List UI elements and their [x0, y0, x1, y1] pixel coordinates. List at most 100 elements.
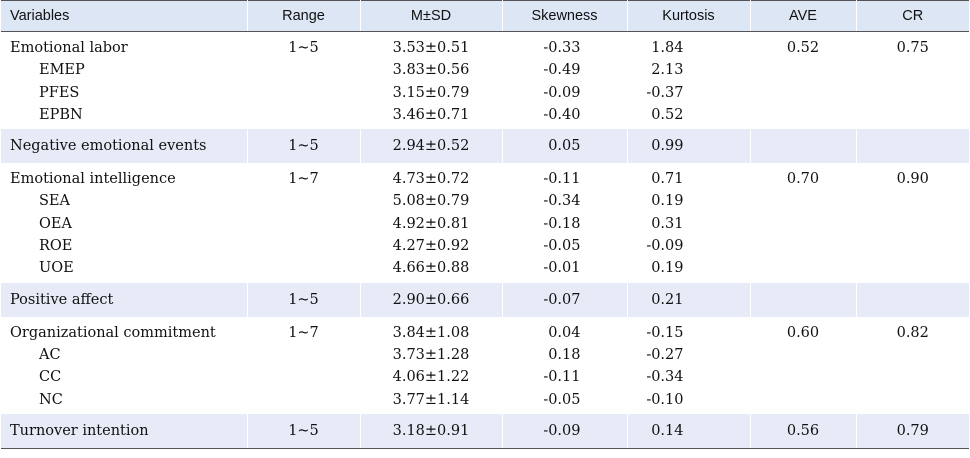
msd-value: 4.27±0.92	[392, 238, 470, 255]
header-skewness: Skewness	[502, 0, 628, 32]
subvariable-label: AC	[39, 346, 61, 363]
skewness-value: -0.01	[543, 260, 581, 277]
ave-cell: 0.56	[750, 413, 857, 449]
variable-label: Negative emotional events	[10, 138, 207, 155]
cr-value	[857, 129, 970, 163]
cr-value: 0.82	[896, 324, 929, 341]
skewness-value: -0.11	[543, 369, 581, 386]
variable-cell: Negative emotional events	[1, 129, 248, 164]
kurtosis-value: 0.14	[651, 422, 684, 439]
header-ave: AVE	[750, 0, 857, 32]
range-value: 1~7	[288, 324, 319, 341]
kurtosis-value: 0.19	[651, 193, 684, 210]
skewness-value: 0.05	[548, 138, 581, 155]
cr-value: 0.79	[896, 422, 929, 439]
kurtosis-value: -0.34	[646, 369, 684, 386]
msd-value: 3.83±0.56	[392, 62, 470, 79]
kurtosis-value: -0.27	[646, 346, 684, 363]
msd-value: 3.73±1.28	[392, 346, 470, 363]
skewness-value: -0.49	[543, 62, 581, 79]
table-row: Emotional labor EMEP PFES EPBN 1~5 3.53±…	[1, 31, 969, 130]
skewness-cell: -0.33 -0.49 -0.09 -0.40	[502, 31, 628, 130]
skewness-value: -0.18	[543, 215, 581, 232]
skewness-value: 0.18	[548, 346, 581, 363]
kurtosis-value: -0.10	[646, 391, 684, 408]
ave-value: 0.52	[786, 40, 820, 56]
kurtosis-cell: 0.99	[627, 129, 751, 164]
msd-cell: 2.94±0.52	[360, 129, 503, 164]
kurtosis-value: 0.21	[651, 291, 684, 308]
msd-value: 2.90±0.66	[392, 291, 470, 308]
kurtosis-value: 2.13	[651, 62, 684, 79]
subvariable-label: PFES	[39, 84, 80, 101]
msd-cell: 3.53±0.51 3.83±0.56 3.15±0.79 3.46±0.71	[360, 31, 503, 130]
kurtosis-cell: -0.15 -0.27 -0.34 -0.10	[627, 316, 751, 414]
subvariable-label: EMEP	[39, 62, 85, 79]
range-cell: 1~5	[247, 129, 361, 164]
kurtosis-cell: 0.14	[627, 413, 751, 449]
table-row: Positive affect 1~5 2.90±0.66 -0.07 0.21	[1, 282, 970, 317]
skewness-value: -0.05	[543, 238, 581, 255]
range-cell: 1~5	[247, 413, 361, 449]
range-cell: 1~7	[247, 163, 361, 283]
header-variables: Variables	[1, 0, 248, 32]
msd-value: 3.46±0.71	[392, 106, 470, 123]
skewness-value: -0.05	[543, 391, 581, 408]
skewness-value: -0.34	[543, 193, 581, 210]
msd-cell: 2.90±0.66	[360, 282, 503, 317]
ave-value: 0.60	[786, 324, 820, 341]
msd-value: 4.73±0.72	[392, 171, 470, 188]
cr-cell	[856, 282, 970, 317]
msd-cell: 3.84±1.08 3.73±1.28 4.06±1.22 3.77±1.14	[360, 316, 503, 414]
cr-cell: 0.75	[856, 32, 969, 130]
variable-label: Turnover intention	[10, 422, 149, 439]
table-row: Emotional intelligence SEA OEA ROE UOE 1…	[1, 163, 969, 283]
header-range: Range	[247, 0, 361, 32]
header-msd: M±SD	[360, 0, 503, 32]
cr-value	[857, 283, 970, 317]
variable-cell: Emotional labor EMEP PFES EPBN	[1, 31, 248, 130]
range-value: 1~5	[288, 291, 319, 308]
skewness-value: -0.40	[543, 106, 581, 123]
kurtosis-value: -0.37	[646, 84, 684, 101]
ave-value: 0.70	[786, 171, 820, 188]
ave-value	[751, 129, 856, 163]
skewness-cell: 0.04 0.18 -0.11 -0.05	[502, 316, 628, 414]
variable-label: Emotional intelligence	[10, 171, 176, 188]
skewness-value: -0.07	[543, 291, 581, 308]
skewness-value: -0.09	[543, 84, 581, 101]
variable-label: Positive affect	[10, 291, 114, 308]
ave-cell	[750, 282, 857, 317]
cr-value: 0.90	[896, 171, 929, 188]
ave-value	[751, 283, 856, 317]
variable-label: Emotional labor	[10, 40, 128, 56]
msd-value: 3.84±1.08	[392, 324, 470, 341]
ave-value: 0.56	[786, 422, 820, 439]
cr-value: 0.75	[896, 40, 929, 56]
kurtosis-value: 0.71	[651, 171, 684, 188]
kurtosis-cell: 0.71 0.19 0.31 -0.09 0.19	[627, 163, 751, 283]
header-cr: CR	[856, 0, 969, 32]
subvariable-label: OEA	[39, 215, 72, 232]
ave-cell	[750, 129, 857, 164]
cr-cell	[856, 129, 970, 164]
skewness-value: 0.04	[548, 324, 581, 341]
variable-cell: Organizational commitment AC CC NC	[1, 316, 248, 414]
skewness-value: -0.09	[543, 422, 581, 439]
subvariable-label: SEA	[39, 193, 70, 210]
kurtosis-value: -0.15	[646, 324, 684, 341]
skewness-value: -0.33	[543, 40, 581, 56]
variable-cell: Emotional intelligence SEA OEA ROE UOE	[1, 163, 248, 283]
subvariable-label: CC	[39, 369, 62, 386]
subvariable-label: NC	[39, 391, 63, 408]
msd-value: 4.92±0.81	[392, 215, 470, 232]
skewness-cell: -0.09	[502, 413, 628, 449]
kurtosis-value: 0.19	[651, 260, 684, 277]
cr-cell: 0.90	[856, 163, 969, 282]
range-value: 1~5	[288, 40, 319, 56]
kurtosis-cell: 1.84 2.13 -0.37 0.52	[627, 31, 751, 130]
ave-cell: 0.70	[750, 163, 857, 283]
variable-cell: Turnover intention	[1, 413, 248, 449]
msd-value: 5.08±0.79	[392, 193, 470, 210]
range-value: 1~5	[288, 138, 319, 155]
